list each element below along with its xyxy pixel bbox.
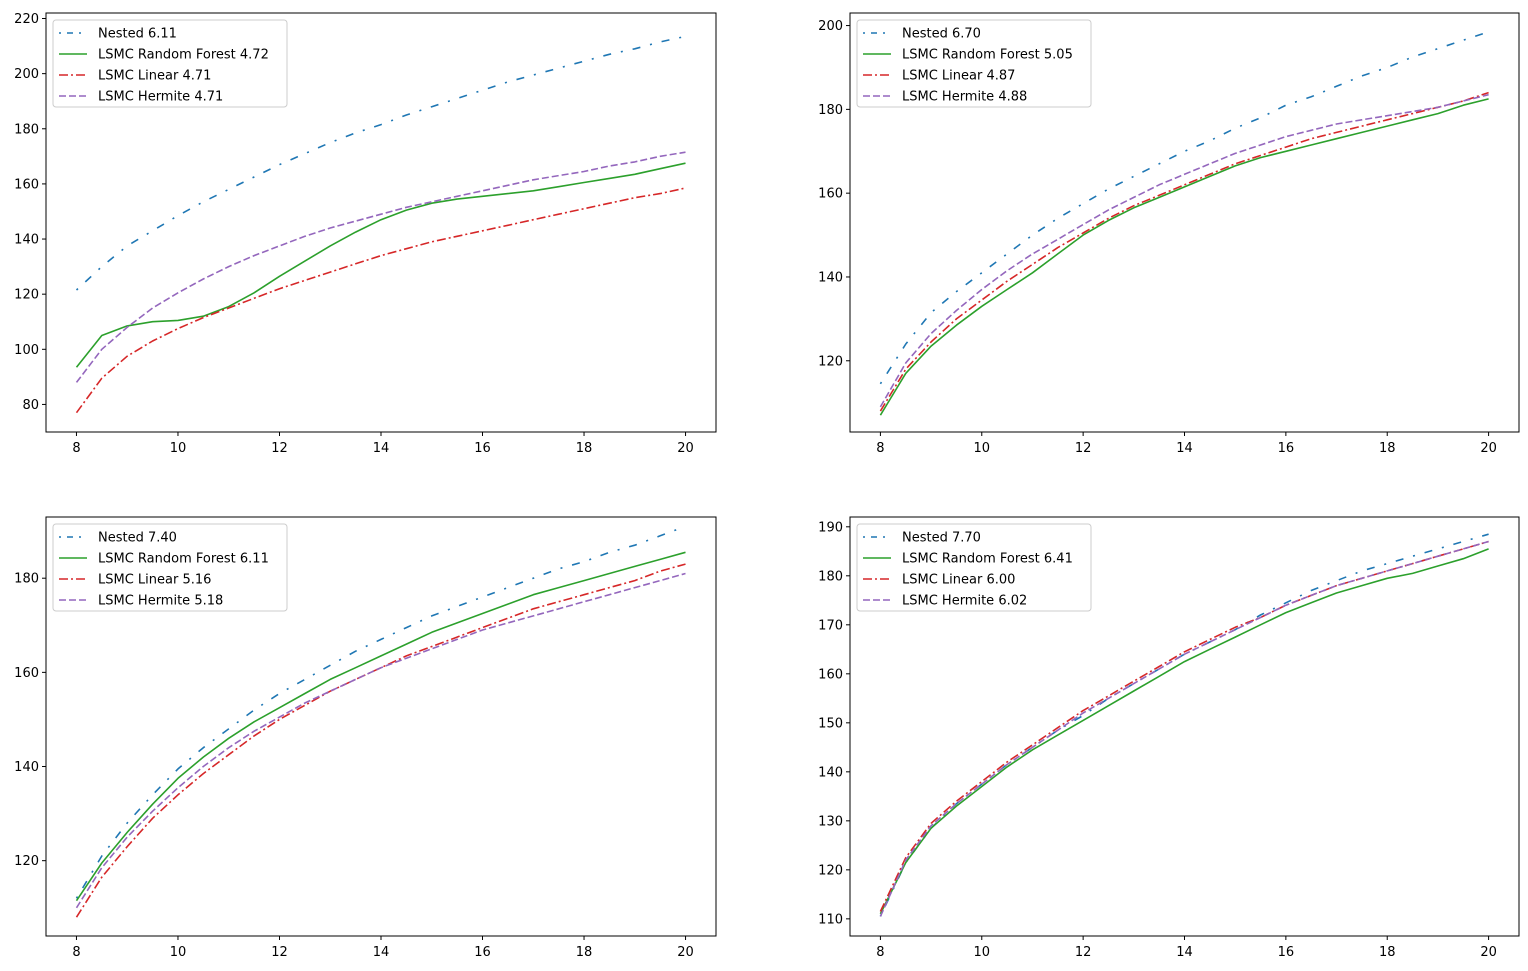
y-tick-label: 120	[818, 863, 843, 878]
y-tick-label: 190	[818, 520, 843, 535]
y-tick-label: 180	[14, 572, 39, 587]
legend-box	[52, 523, 288, 612]
y-tick-label: 140	[818, 765, 843, 780]
x-tick-label: 14	[373, 945, 390, 960]
legend-label: LSMC Random Forest 5.05	[902, 48, 1073, 63]
subplot-1: 8 10 12 14 16 18 20 80 100 120 140 160 180 200 220 Nest…	[14, 12, 717, 456]
series-line-4	[879, 540, 1489, 917]
x-tick-label: 8	[72, 945, 80, 960]
legend-box	[856, 19, 1092, 108]
series-line-3	[879, 91, 1489, 412]
subplot-4: 8 10 12 14 16 18 20 110 120 130 140 150 160 170 180 190…	[818, 516, 1520, 960]
x-tick-label: 18	[576, 945, 593, 960]
y-tick-label: 140	[818, 270, 843, 285]
legend: Nested 6.11 LSMC Random Forest 4.72 LSMC L…	[52, 19, 288, 108]
y-tick-label: 80	[22, 398, 39, 413]
x-tick-label: 18	[1379, 441, 1396, 456]
series-line-4	[75, 151, 686, 383]
y-tick-label: 180	[14, 122, 39, 137]
legend-label: LSMC Hermite 5.18	[98, 594, 223, 609]
legend: Nested 6.70 LSMC Random Forest 5.05 LSMC L…	[856, 19, 1092, 108]
y-tick-label: 140	[14, 760, 39, 775]
legend: Nested 7.70 LSMC Random Forest 6.41 LSMC L…	[856, 523, 1092, 612]
x-tick-label: 20	[1480, 441, 1497, 456]
subplot-2: 8 10 12 14 16 18 20 120 140 160 180 200 Nested 6.70 L…	[818, 12, 1520, 456]
y-tick-label: 130	[818, 814, 843, 829]
y-tick-label: 160	[14, 177, 39, 192]
y-tick-label: 120	[14, 288, 39, 303]
series-line-2	[879, 548, 1489, 915]
x-tick-label: 8	[72, 441, 80, 456]
x-tick-label: 20	[677, 441, 694, 456]
legend-label: LSMC Hermite 6.02	[902, 594, 1027, 609]
legend-label: Nested 6.70	[902, 27, 981, 42]
x-tick-label: 12	[271, 945, 288, 960]
x-tick-label: 12	[1075, 441, 1092, 456]
subplot-3: 8 10 12 14 16 18 20 120 140 160 180 Nested 7.40 LSMC…	[14, 516, 717, 960]
x-tick-label: 16	[474, 945, 491, 960]
y-tick-label: 200	[818, 19, 843, 34]
legend-label: LSMC Hermite 4.71	[98, 90, 223, 105]
series-line-3	[879, 540, 1489, 912]
legend-label: LSMC Hermite 4.88	[902, 90, 1027, 105]
series-line-1	[75, 35, 686, 291]
series-line-4	[879, 93, 1489, 408]
series-line-2	[75, 162, 686, 368]
legend-label: LSMC Linear 5.16	[98, 573, 211, 588]
y-tick-label: 100	[14, 343, 39, 358]
legend-label: LSMC Random Forest 4.72	[98, 48, 269, 63]
series-line-3	[75, 563, 686, 918]
y-tick-label: 160	[818, 187, 843, 202]
legend-label: Nested 7.70	[902, 531, 981, 546]
x-tick-label: 14	[1176, 945, 1193, 960]
y-tick-label: 180	[818, 103, 843, 118]
x-tick-label: 16	[1278, 441, 1295, 456]
legend-box	[52, 19, 288, 108]
x-tick-label: 20	[677, 945, 694, 960]
legend-label: Nested 7.40	[98, 531, 177, 546]
series-line-2	[879, 98, 1489, 416]
y-tick-label: 120	[818, 354, 843, 369]
y-tick-label: 160	[818, 667, 843, 682]
x-tick-label: 20	[1480, 945, 1497, 960]
x-tick-label: 16	[1278, 945, 1295, 960]
series-line-1	[75, 525, 686, 899]
x-tick-label: 18	[1379, 945, 1396, 960]
legend-label: LSMC Linear 6.00	[902, 573, 1015, 588]
x-tick-label: 10	[170, 441, 187, 456]
x-tick-label: 12	[1075, 945, 1092, 960]
legend-label: Nested 6.11	[98, 27, 177, 42]
y-tick-label: 110	[818, 912, 843, 927]
x-tick-label: 10	[973, 441, 990, 456]
x-tick-label: 10	[170, 945, 187, 960]
y-tick-label: 150	[818, 716, 843, 731]
series-line-4	[75, 572, 686, 909]
y-tick-label: 140	[14, 233, 39, 248]
series-line-2	[75, 551, 686, 902]
x-tick-label: 12	[271, 441, 288, 456]
y-tick-label: 170	[818, 618, 843, 633]
y-tick-label: 160	[14, 666, 39, 681]
legend: Nested 7.40 LSMC Random Forest 6.11 LSMC L…	[52, 523, 288, 612]
y-tick-label: 220	[14, 12, 39, 27]
x-tick-label: 16	[474, 441, 491, 456]
x-tick-label: 14	[1176, 441, 1193, 456]
legend-label: LSMC Random Forest 6.41	[902, 552, 1073, 567]
legend-label: LSMC Linear 4.87	[902, 69, 1015, 84]
legend-label: LSMC Random Forest 6.11	[98, 552, 269, 567]
x-tick-label: 10	[973, 945, 990, 960]
x-tick-label: 8	[876, 945, 884, 960]
legend-label: LSMC Linear 4.71	[98, 69, 211, 84]
x-tick-label: 14	[373, 441, 390, 456]
x-tick-label: 18	[576, 441, 593, 456]
y-tick-label: 120	[14, 854, 39, 869]
legend-box	[856, 523, 1092, 612]
y-tick-label: 200	[14, 67, 39, 82]
x-tick-label: 8	[876, 441, 884, 456]
y-tick-label: 180	[818, 569, 843, 584]
